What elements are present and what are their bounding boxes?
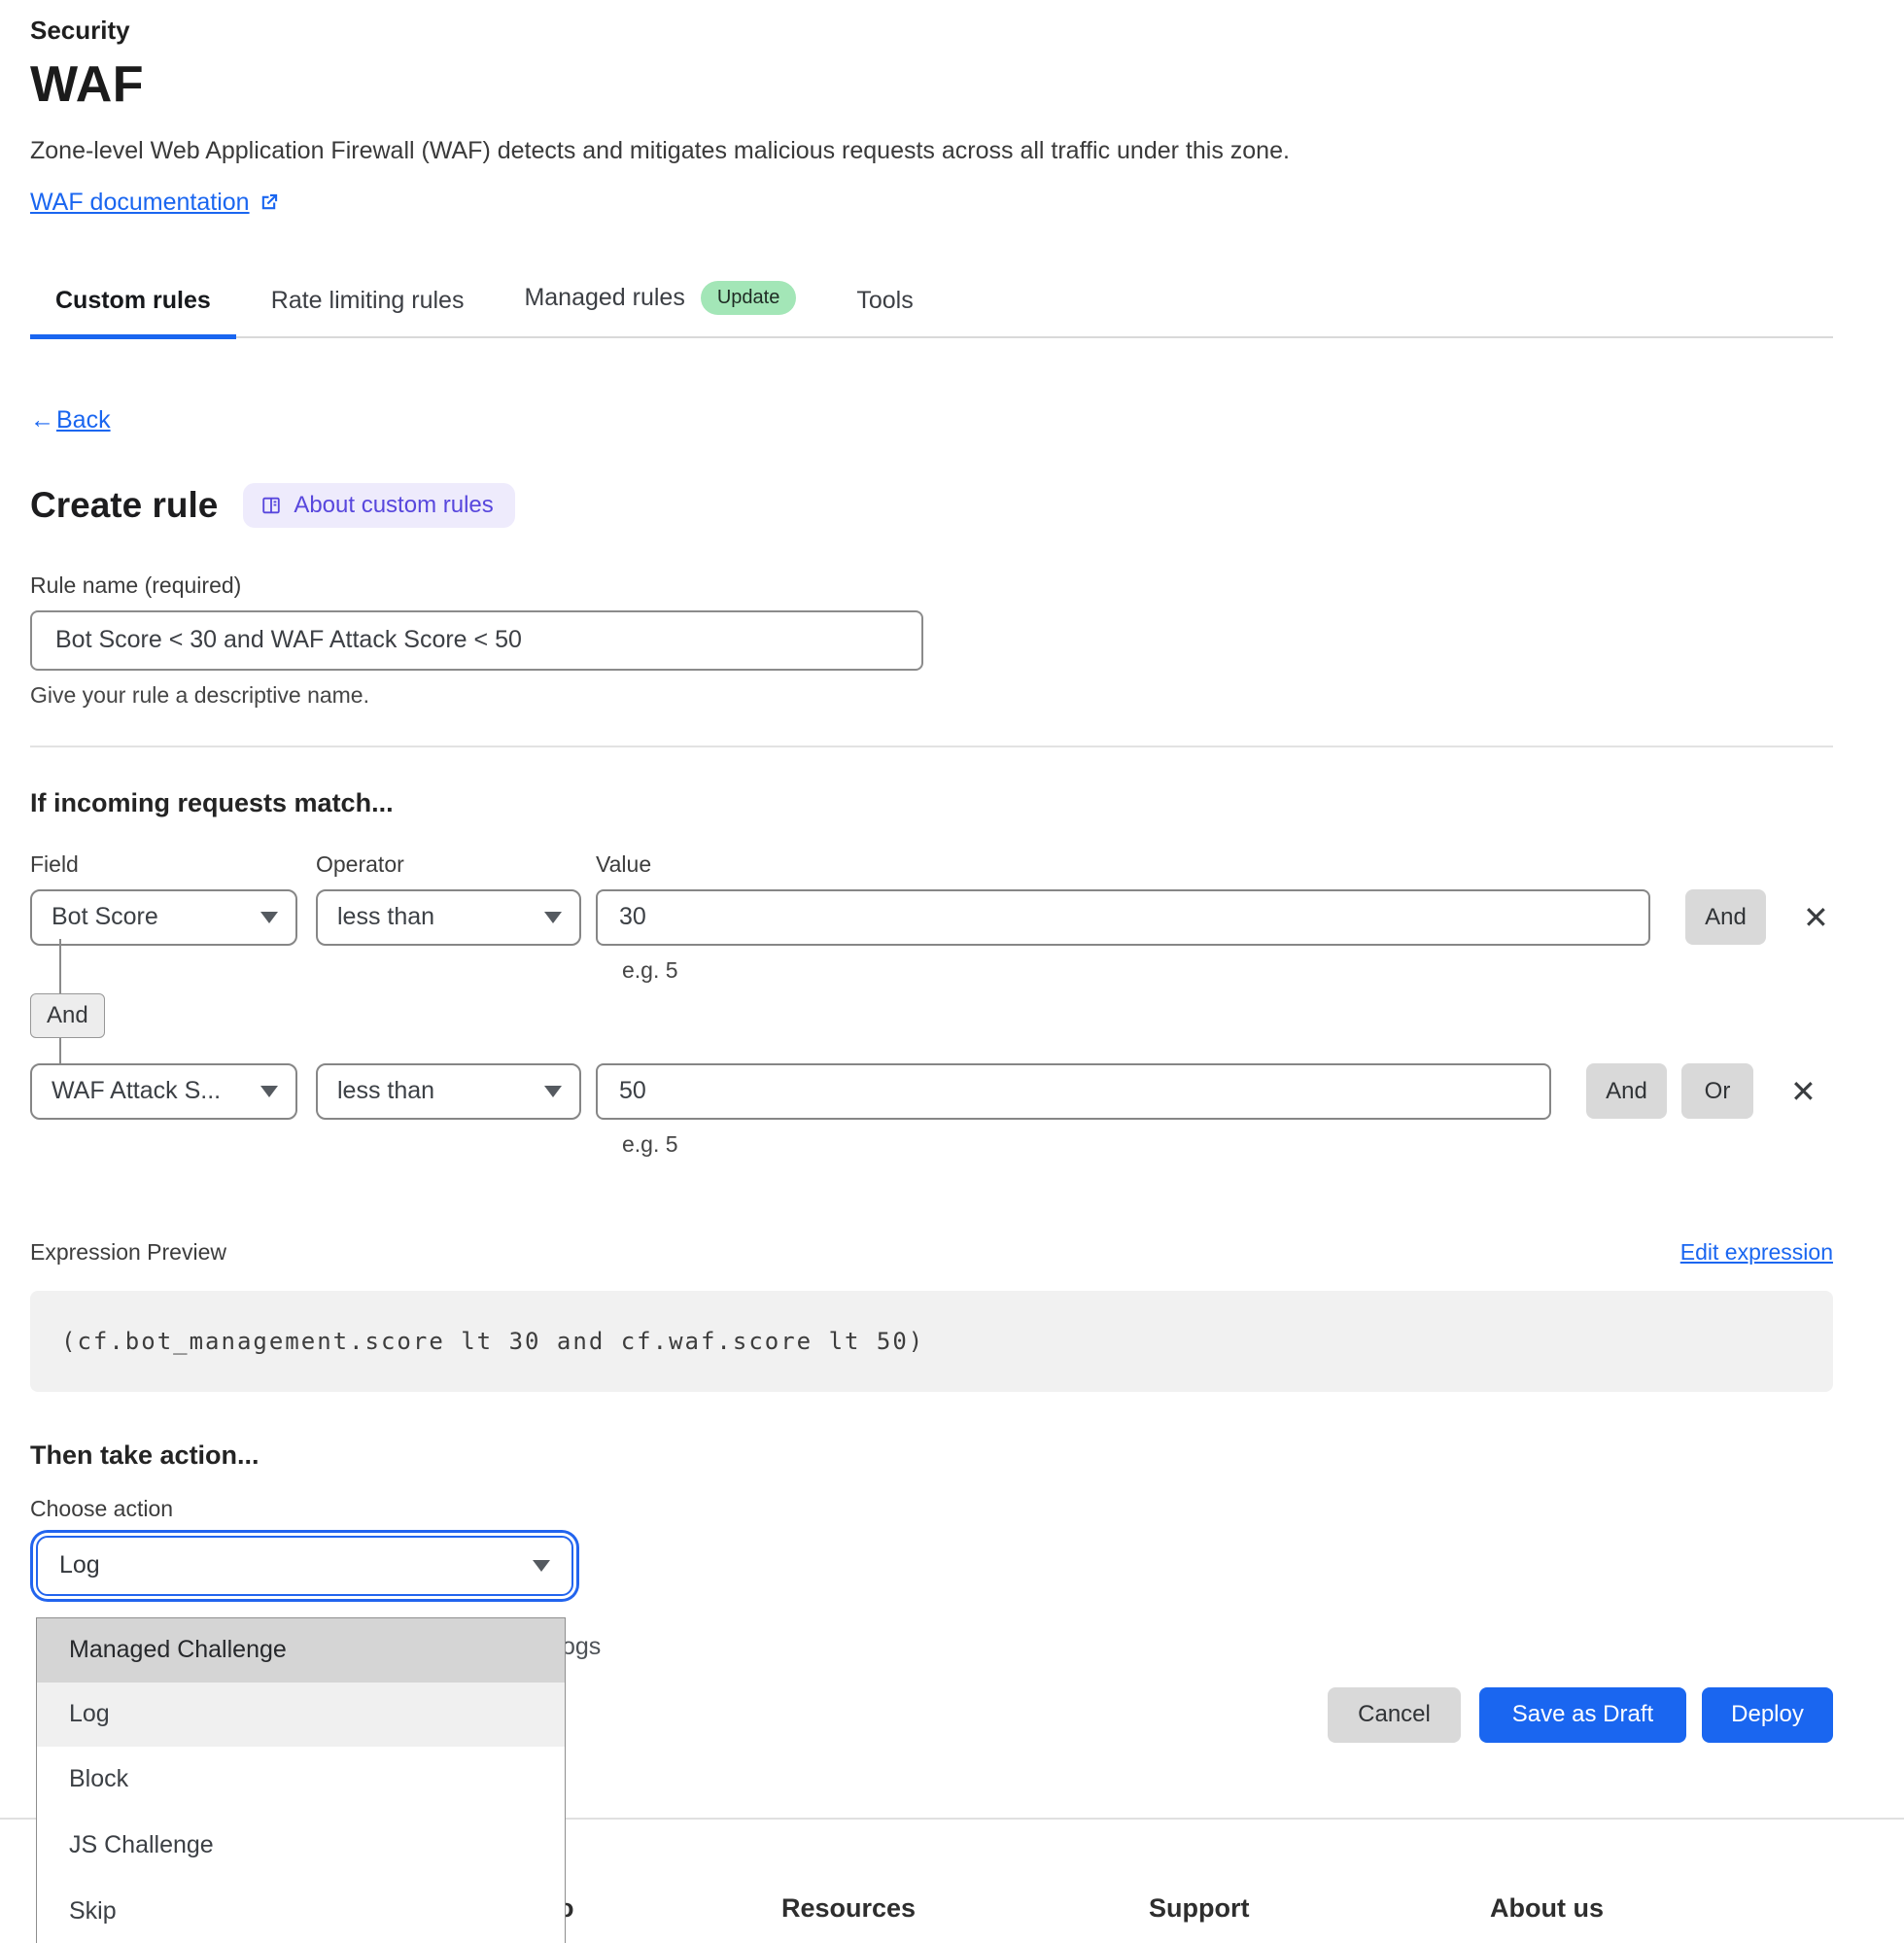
match-section-heading: If incoming requests match... [30,787,394,817]
chevron-down-icon [544,911,562,923]
option-skip[interactable]: Skip [37,1878,565,1943]
and-connector-chip[interactable]: And [30,992,105,1038]
condition-connector: And [30,938,147,1063]
value-input-1[interactable] [596,888,1650,946]
action-section-heading: Then take action... [30,1440,260,1470]
field-select-1[interactable]: Bot Score [30,888,297,946]
value-column-label: Value [596,850,652,877]
footer-column-resources: Resources [781,1893,917,1923]
page-description: Zone-level Web Application Firewall (WAF… [30,137,1290,164]
breadcrumb: Security [30,16,130,45]
expression-preview-label: Expression Preview [30,1238,226,1265]
footer-column-support: Support [1149,1893,1250,1923]
field-column-label: Field [30,850,79,877]
choose-action-area: Log ogs Managed Challenge Log Block JS C… [30,1535,1833,1943]
expression-code-block: (cf.bot_management.score lt 30 and cf.wa… [30,1290,1833,1392]
obscured-help-text: ogs [562,1632,602,1660]
footer-column-about-us: About us [1490,1893,1604,1923]
cancel-button[interactable]: Cancel [1328,1686,1461,1743]
rule-name-help: Give your rule a descriptive name. [30,681,369,708]
waf-documentation-link[interactable]: WAF documentation [30,189,250,216]
page-title: WAF [30,56,145,113]
back-link[interactable]: Back [56,405,111,434]
deploy-button[interactable]: Deploy [1702,1686,1833,1743]
form-buttons-row: Cancel Save as Draft Deploy [30,1686,1833,1743]
rule-name-label: Rule name (required) [30,572,242,598]
value-hint-2: e.g. 5 [622,1130,678,1157]
remove-condition-button-2[interactable]: ✕ [1790,1072,1817,1110]
condition-row-1: Bot Score less than And ✕ [30,888,1833,946]
remove-condition-button-1[interactable]: ✕ [1803,898,1829,936]
condition-column-labels: Field Operator Value [30,851,1833,878]
external-link-icon [258,191,280,214]
action-dropdown-menu: Managed Challenge Log Block JS Challenge… [36,1616,566,1943]
chevron-down-icon [544,1085,562,1097]
condition-row-2: WAF Attack S... less than And Or ✕ [30,1062,1833,1120]
operator-column-label: Operator [316,850,404,877]
tab-rate-limiting-rules[interactable]: Rate limiting rules [270,287,465,314]
save-as-draft-button[interactable]: Save as Draft [1479,1686,1686,1743]
tab-custom-rules[interactable]: Custom rules [30,287,236,339]
add-and-condition-button-2[interactable]: And [1586,1063,1667,1119]
operator-select-2[interactable]: less than [316,1062,581,1120]
tab-managed-rules[interactable]: Managed rules Update [499,281,821,339]
page-footer: o Resources Support About us [0,1818,1904,1943]
add-and-condition-button-1[interactable]: And [1685,889,1766,945]
choose-action-label: Choose action [30,1495,174,1521]
value-hint-1: e.g. 5 [622,956,678,983]
option-log[interactable]: Log [37,1682,565,1747]
tab-tools[interactable]: Tools [856,287,914,314]
option-js-challenge[interactable]: JS Challenge [37,1812,565,1879]
section-divider [30,745,1833,747]
update-badge: Update [700,281,797,315]
book-icon [260,495,282,516]
chevron-down-icon [260,1085,278,1097]
add-or-condition-button-2[interactable]: Or [1681,1063,1753,1119]
value-input-2[interactable] [596,1062,1551,1120]
option-managed-challenge[interactable]: Managed Challenge [37,1617,565,1683]
choose-action-select[interactable]: Log [36,1535,573,1596]
create-rule-heading: Create rule [30,484,219,525]
about-custom-rules-badge[interactable]: About custom rules [243,482,515,528]
chevron-down-icon [533,1559,550,1572]
rule-name-input[interactable] [30,609,923,671]
chevron-down-icon [260,911,278,923]
main-content: Security WAF Zone-level Web Application … [30,16,1833,1943]
field-select-2[interactable]: WAF Attack S... [30,1062,297,1120]
option-block[interactable]: Block [37,1746,565,1813]
operator-select-1[interactable]: less than [316,888,581,946]
edit-expression-link[interactable]: Edit expression [1679,1238,1833,1265]
back-arrow-icon: ← [30,405,54,434]
tab-bar: Custom rules Rate limiting rules Managed… [30,281,1833,339]
